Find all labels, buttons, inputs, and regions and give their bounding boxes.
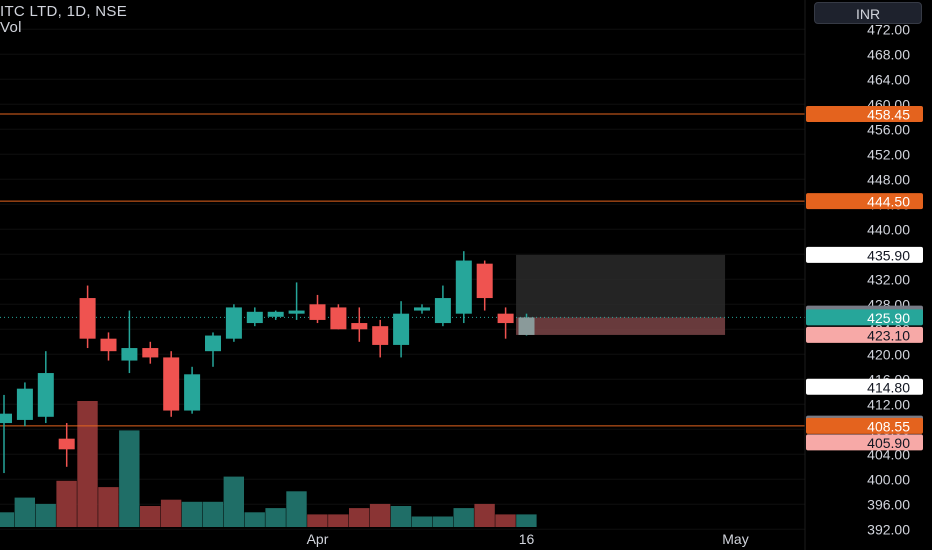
candle-body — [455, 260, 472, 314]
candle-body — [372, 326, 389, 345]
volume-bar — [286, 491, 307, 527]
price-label-bg — [806, 434, 923, 451]
volume-bar — [516, 514, 537, 527]
volume-bar — [411, 516, 433, 527]
candle-body — [476, 263, 493, 299]
y-tick-label: 400.00 — [867, 471, 910, 487]
y-tick-label: 440.00 — [867, 221, 910, 237]
candle-body — [100, 338, 117, 352]
candle-body — [0, 413, 12, 424]
volume-bar — [349, 508, 370, 527]
position-stop-zone[interactable] — [516, 317, 726, 335]
volume-bar — [432, 516, 453, 527]
volume-bar — [265, 508, 286, 527]
candle-body — [288, 310, 305, 314]
volume-bar — [14, 497, 36, 527]
y-tick-label: 396.00 — [867, 496, 910, 512]
x-tick-label: Apr — [307, 531, 329, 547]
volume-bar — [474, 503, 495, 527]
volume-bar — [369, 503, 391, 527]
volume-bar — [390, 506, 412, 527]
y-tick-label: 472.00 — [867, 21, 910, 37]
y-tick-label: 468.00 — [867, 46, 910, 62]
price-label: 458.45 — [867, 106, 910, 122]
chart-header: ITC LTD, 1D, NSE Vol — [0, 4, 127, 36]
candle-body — [309, 304, 326, 320]
candle-body — [121, 348, 138, 361]
candle-body — [497, 313, 514, 324]
candle-body — [16, 388, 33, 420]
symbol-title: ITC LTD, 1D, NSE — [0, 3, 128, 20]
candle-body — [414, 307, 430, 311]
y-tick-label: 392.00 — [867, 521, 910, 537]
volume-bar — [453, 508, 474, 527]
y-tick-label: 452.00 — [867, 146, 910, 162]
y-tick-label: 448.00 — [867, 171, 910, 187]
x-tick-label: May — [722, 531, 748, 547]
volume-bar — [244, 512, 265, 527]
volume-bar — [495, 514, 516, 527]
candle-body — [518, 317, 535, 335]
volume-bar — [56, 480, 77, 527]
currency-button[interactable]: INR — [814, 2, 922, 24]
volume-bar — [307, 514, 328, 527]
candle-body — [351, 323, 368, 330]
y-tick-label: 412.00 — [867, 396, 910, 412]
candle-body — [58, 438, 75, 450]
volume-label: Vol — [0, 19, 22, 36]
price-label: 423.10 — [867, 327, 910, 343]
candle-body — [267, 311, 284, 317]
price-label: 425.90 — [867, 310, 910, 326]
y-tick-label: 432.00 — [867, 271, 910, 287]
volume-bar — [202, 501, 224, 527]
volume-bar — [181, 501, 203, 527]
price-label-bg — [806, 246, 923, 263]
price-label: 444.50 — [867, 194, 910, 210]
candle-body — [184, 374, 201, 411]
candle-body — [246, 311, 263, 324]
price-label-bg — [806, 193, 923, 210]
candle-body — [163, 357, 180, 411]
price-label: 408.55 — [867, 418, 910, 434]
candle-body — [434, 298, 451, 324]
price-label-bg — [806, 378, 923, 395]
volume-bar — [119, 430, 140, 527]
x-tick-label: 16 — [519, 531, 535, 547]
price-label: 414.80 — [867, 379, 910, 395]
candle-body — [142, 348, 159, 358]
candle-body — [37, 373, 54, 417]
y-tick-label: 456.00 — [867, 121, 910, 137]
price-label-bg — [806, 309, 923, 326]
candle-body — [205, 335, 221, 352]
volume-bar — [98, 487, 119, 527]
y-tick-label: 420.00 — [867, 346, 910, 362]
volume-bar — [140, 506, 161, 527]
position-target-zone[interactable] — [516, 254, 726, 318]
candle-body — [79, 298, 96, 339]
volume-bar — [223, 476, 244, 527]
volume-bar — [77, 401, 98, 527]
candle-body — [393, 313, 410, 345]
y-tick-label: 464.00 — [867, 71, 910, 87]
candle-body — [330, 307, 347, 330]
candle-body — [225, 307, 242, 339]
price-label-bg — [806, 417, 923, 434]
volume-bar — [328, 514, 349, 527]
volume-bar — [35, 503, 56, 527]
price-label: 435.90 — [867, 247, 910, 263]
volume-bar — [160, 499, 182, 527]
volume-bar — [0, 512, 15, 527]
price-label-bg — [806, 326, 923, 343]
price-label-bg — [806, 105, 923, 122]
price-label: 405.90 — [867, 435, 910, 451]
